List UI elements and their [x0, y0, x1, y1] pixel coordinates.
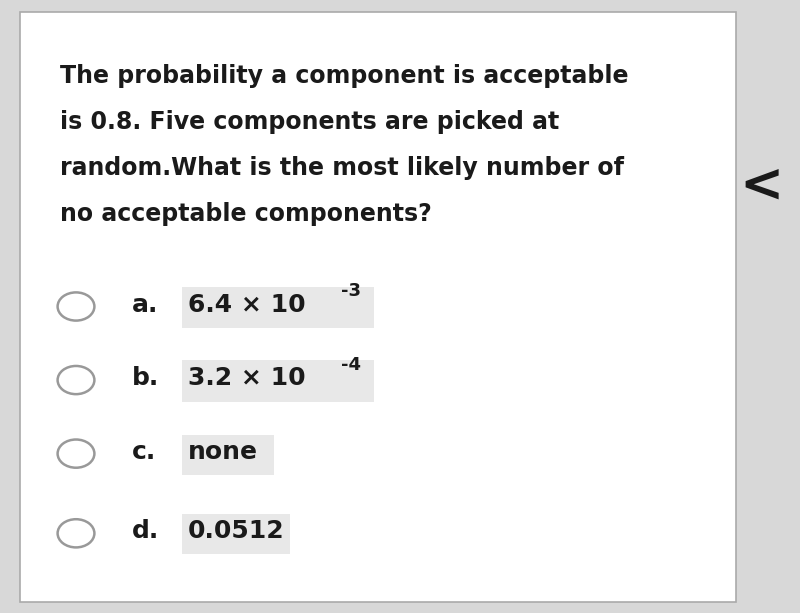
Text: no acceptable components?: no acceptable components?	[60, 202, 432, 226]
Text: d.: d.	[132, 519, 159, 544]
Text: -4: -4	[342, 356, 362, 374]
FancyBboxPatch shape	[182, 435, 274, 474]
Text: c.: c.	[132, 440, 156, 464]
Text: 0.0512: 0.0512	[188, 519, 285, 544]
Text: none: none	[188, 440, 258, 464]
Text: The probability a component is acceptable: The probability a component is acceptabl…	[60, 64, 629, 88]
FancyBboxPatch shape	[182, 360, 374, 402]
Circle shape	[58, 366, 94, 394]
Circle shape	[58, 519, 94, 547]
Text: is 0.8. Five components are picked at: is 0.8. Five components are picked at	[60, 110, 559, 134]
Text: a.: a.	[132, 292, 158, 317]
Text: -3: -3	[342, 282, 362, 300]
FancyBboxPatch shape	[182, 287, 374, 329]
FancyBboxPatch shape	[182, 514, 290, 554]
Text: random.What is the most likely number of: random.What is the most likely number of	[60, 156, 624, 180]
Text: 3.2 × 10: 3.2 × 10	[188, 366, 306, 390]
Circle shape	[58, 440, 94, 468]
Circle shape	[58, 292, 94, 321]
Text: <: <	[739, 161, 784, 213]
Text: b.: b.	[132, 366, 159, 390]
FancyBboxPatch shape	[20, 12, 736, 602]
Text: 6.4 × 10: 6.4 × 10	[188, 292, 306, 317]
